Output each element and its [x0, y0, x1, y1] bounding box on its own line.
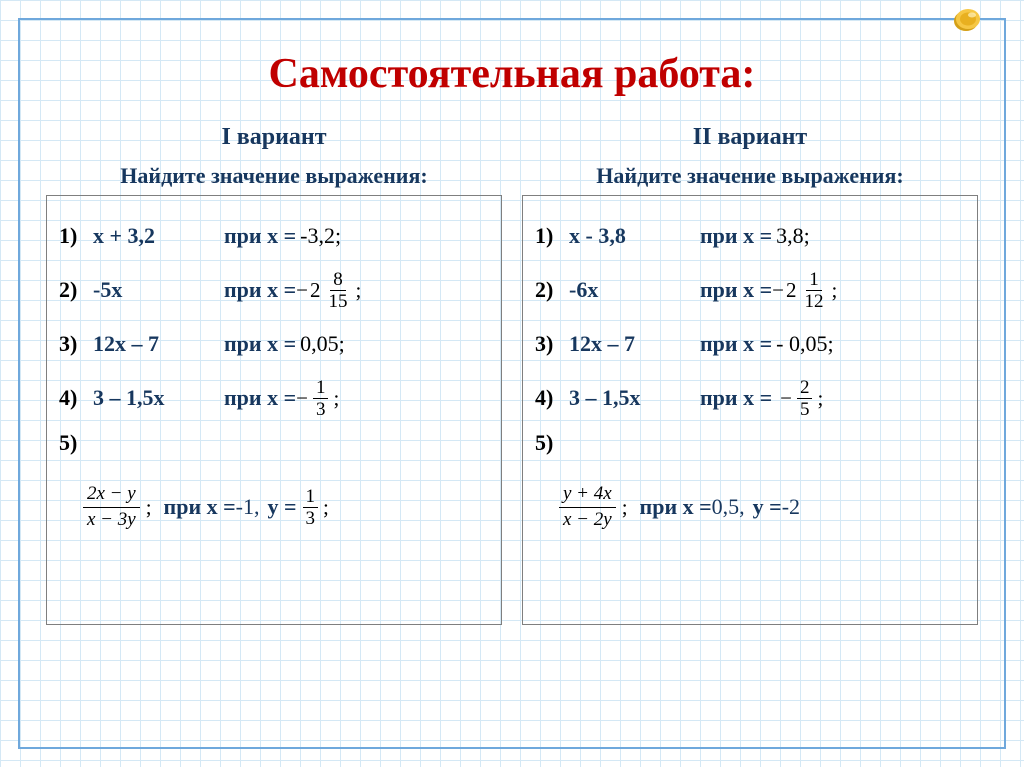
item-cond: при x = — [700, 223, 772, 249]
neg-sign: − — [296, 278, 308, 303]
item-expr: 12x – 7 — [565, 331, 700, 357]
frac-top: 2 — [797, 378, 813, 399]
frac-top: 1 — [313, 378, 329, 399]
v1-item-1: 1) x + 3,2 при x = -3,2; — [59, 214, 489, 258]
frac-top: 1 — [303, 487, 319, 508]
item-number: 1) — [535, 223, 565, 249]
frac-bot: 3 — [313, 399, 329, 419]
v2-item-3: 3) 12x – 7 при x = - 0,05; — [535, 322, 965, 366]
fraction: 1 3 — [303, 487, 319, 528]
frac-top: y + 4x — [559, 484, 616, 508]
neg-sign: − — [772, 278, 784, 303]
item-cond: при x = — [224, 223, 296, 249]
frac-bot: 3 — [303, 508, 319, 528]
semicolon: ; — [831, 278, 837, 303]
semicolon: ; — [323, 495, 329, 520]
neg-sign: − — [296, 386, 308, 411]
v2-item-1: 1) x - 3,8 при x = 3,8; — [535, 214, 965, 258]
variant-1-column: I вариант Найдите значение выражения: 1)… — [46, 124, 502, 625]
frac-top: 2x − y — [83, 484, 140, 508]
variant-2-column: II вариант Найдите значение выражения: 1… — [522, 124, 978, 625]
columns-wrap: I вариант Найдите значение выражения: 1)… — [46, 124, 978, 625]
frac-bot: x − 3y — [83, 508, 140, 531]
slide-content: Самостоятельная работа: I вариант Найдит… — [18, 18, 1006, 749]
frac-bot: 5 — [797, 399, 813, 419]
item-expr: 3 – 1,5x — [565, 385, 700, 411]
item-cond: при x = — [224, 277, 296, 303]
item-cond: при x = — [700, 385, 772, 411]
mixed-fraction: − 2 8 15 — [296, 270, 353, 311]
item-condy: y = — [753, 494, 782, 520]
fraction-expr: 2x − y x − 3y — [83, 484, 140, 531]
item-expr: 12x – 7 — [89, 331, 224, 357]
item-expr: 3 – 1,5x — [89, 385, 224, 411]
item-expr: -6x — [565, 277, 700, 303]
fraction: 2 5 — [797, 378, 813, 419]
item-valx: 0,5, — [712, 494, 745, 520]
item-val: 3,8; — [772, 223, 810, 249]
v2-item-5: 5) — [535, 430, 965, 474]
v2-item-2: 2) -6x при x = − 2 1 12 ; — [535, 268, 965, 312]
variant-2-label: II вариант — [522, 124, 978, 151]
fraction: 8 15 — [325, 270, 350, 311]
frac-bot: x − 2y — [559, 508, 616, 531]
item-number: 4) — [535, 385, 565, 411]
item-valx: -1, — [236, 494, 260, 520]
variant-1-box: 1) x + 3,2 при x = -3,2; 2) -5x при x = … — [46, 195, 502, 625]
item-cond: при x = — [700, 331, 772, 357]
semicolon: ; — [333, 386, 339, 411]
item-cond: при x = — [700, 277, 772, 303]
v1-item-2: 2) -5x при x = − 2 8 15 ; — [59, 268, 489, 312]
variant-1-label: I вариант — [46, 124, 502, 151]
semicolon: ; — [146, 495, 152, 520]
v1-item-4: 4) 3 – 1,5x при x = − 1 3 ; — [59, 376, 489, 420]
variant-1-instruction: Найдите значение выражения: — [46, 163, 502, 189]
item-cond: при x = — [224, 331, 296, 357]
fraction: 1 3 — [313, 378, 329, 419]
fraction: 1 12 — [801, 270, 826, 311]
item-number: 5) — [59, 430, 89, 456]
frac-top: 1 — [806, 270, 822, 291]
whole-part: 2 — [310, 278, 321, 303]
item-val: 0,05; — [296, 331, 345, 357]
item-number: 2) — [535, 277, 565, 303]
item-number: 3) — [535, 331, 565, 357]
v1-item-5: 5) — [59, 430, 489, 474]
item-cond: при x = — [224, 385, 296, 411]
item-expr: -5x — [89, 277, 224, 303]
mixed-fraction: − 2 1 12 — [772, 270, 829, 311]
item-cond: при x = — [640, 494, 712, 520]
v2-item-4: 4) 3 – 1,5x при x = − 2 5 ; — [535, 376, 965, 420]
v1-item-3: 3) 12x – 7 при x = 0,05; — [59, 322, 489, 366]
fraction-expr: y + 4x x − 2y — [559, 484, 616, 531]
variant-2-box: 1) x - 3,8 при x = 3,8; 2) -6x при x = −… — [522, 195, 978, 625]
item-number: 5) — [535, 430, 565, 456]
item-number: 3) — [59, 331, 89, 357]
page-title: Самостоятельная работа: — [46, 50, 978, 98]
semicolon: ; — [622, 495, 628, 520]
neg-sign: − — [780, 386, 792, 411]
item-number: 1) — [59, 223, 89, 249]
v1-item-5-sub: 2x − y x − 3y ; при x = -1, y = 1 3 ; — [59, 484, 489, 531]
frac-bot: 12 — [801, 291, 826, 311]
whole-part: 2 — [786, 278, 797, 303]
item-condy: y = — [267, 494, 296, 520]
item-expr: x - 3,8 — [565, 223, 700, 249]
v2-item-5-sub: y + 4x x − 2y ; при x = 0,5, y = -2 — [535, 484, 965, 531]
frac-bot: 15 — [325, 291, 350, 311]
semicolon: ; — [817, 386, 823, 411]
item-valy: -2 — [782, 494, 800, 520]
semicolon: ; — [355, 278, 361, 303]
variant-2-instruction: Найдите значение выражения: — [522, 163, 978, 189]
frac-top: 8 — [330, 270, 346, 291]
item-number: 2) — [59, 277, 89, 303]
item-number: 4) — [59, 385, 89, 411]
item-val: - 0,05; — [772, 331, 833, 357]
item-val: -3,2; — [296, 223, 341, 249]
item-cond: при x = — [164, 494, 236, 520]
item-expr: x + 3,2 — [89, 223, 224, 249]
